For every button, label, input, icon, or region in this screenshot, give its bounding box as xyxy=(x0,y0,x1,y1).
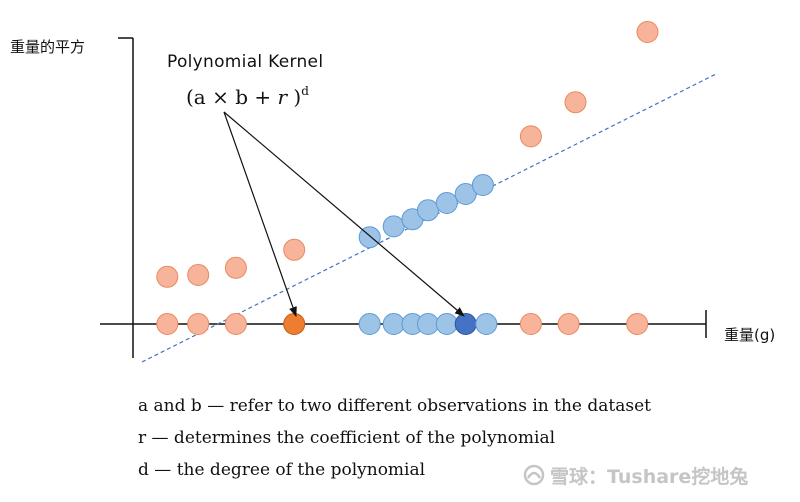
orange-point-lifted xyxy=(156,265,179,288)
blue-point-axis xyxy=(382,313,405,335)
blue-point-axis xyxy=(435,313,458,335)
watermark: 雪球：Tushare挖地兔 xyxy=(522,462,748,489)
kernel-title: Polynomial Kernel xyxy=(167,52,324,72)
blue-point-lifted xyxy=(435,192,458,214)
note-r: r — determines the coefficient of the po… xyxy=(138,428,556,448)
blue-point-lifted xyxy=(471,174,494,196)
formula-open: (a × b + xyxy=(186,85,278,109)
snowball-logo-icon xyxy=(523,464,545,486)
orange-point-axis xyxy=(519,313,542,335)
highlighted-blue-point-axis xyxy=(454,313,477,335)
data-points xyxy=(156,21,659,335)
note-ab: a and b — refer to two different observa… xyxy=(138,396,651,416)
highlighted-orange-point-axis xyxy=(283,313,306,335)
orange-point-axis xyxy=(156,313,179,335)
orange-point-axis xyxy=(187,313,210,335)
formula-r: r xyxy=(277,85,288,109)
x-axis-label: 重量(g) xyxy=(724,326,776,344)
orange-point-axis xyxy=(224,313,247,335)
orange-point-lifted xyxy=(564,91,587,114)
kernel-formula: (a × b + r )d xyxy=(186,84,309,109)
blue-point-lifted xyxy=(454,183,477,205)
blue-point-lifted xyxy=(382,215,405,238)
orange-point-lifted xyxy=(636,21,659,43)
orange-point-lifted xyxy=(519,125,542,148)
kernel-arrow-to-blue xyxy=(223,111,465,317)
watermark-text: 雪球：Tushare挖地兔 xyxy=(550,466,749,488)
kernel-arrow-to-orange xyxy=(223,111,297,317)
blue-point-axis xyxy=(475,313,498,335)
formula-close: ) xyxy=(287,85,302,109)
orange-point-lifted xyxy=(187,264,210,286)
orange-point-axis xyxy=(626,313,649,335)
orange-point-lifted xyxy=(224,256,247,279)
formula-exponent: d xyxy=(301,84,309,98)
blue-point-lifted xyxy=(417,199,439,222)
note-d: d — the degree of the polynomial xyxy=(138,460,426,480)
orange-point-axis xyxy=(557,313,580,335)
blue-point-axis xyxy=(417,313,439,335)
y-axis-label: 重量的平方 xyxy=(10,38,86,56)
blue-point-axis xyxy=(358,313,381,335)
orange-point-lifted xyxy=(283,238,306,261)
